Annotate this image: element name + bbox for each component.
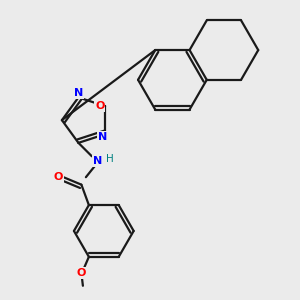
Text: H: H (106, 154, 114, 164)
Text: O: O (95, 101, 104, 111)
Text: N: N (74, 88, 83, 98)
Text: N: N (98, 132, 107, 142)
Text: N: N (93, 156, 103, 166)
Text: O: O (53, 172, 63, 182)
Text: O: O (77, 268, 86, 278)
